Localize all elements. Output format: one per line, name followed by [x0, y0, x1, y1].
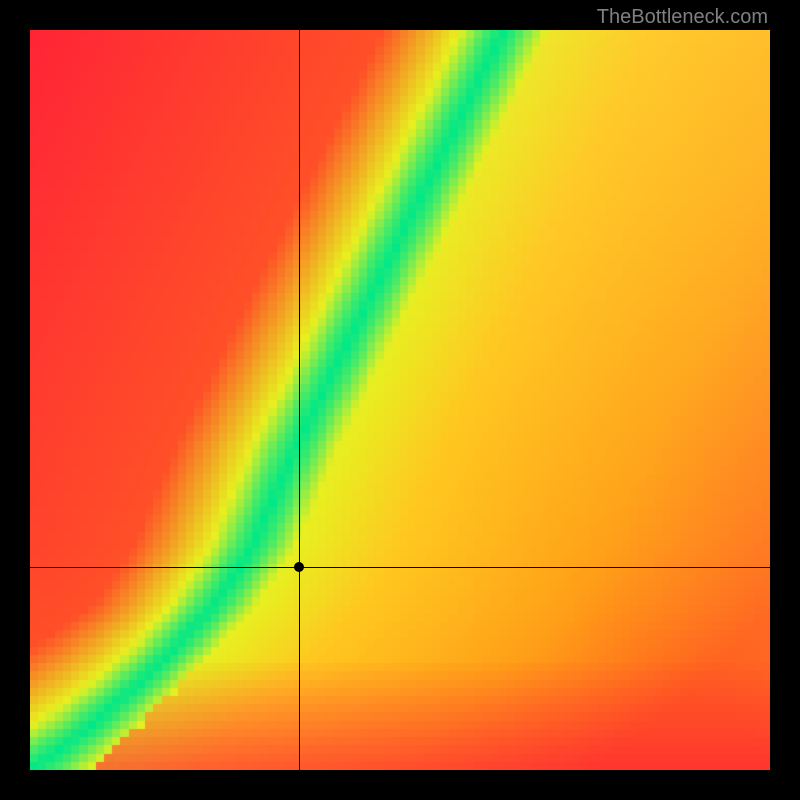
heatmap-canvas — [30, 30, 770, 770]
crosshair-marker — [294, 562, 304, 572]
crosshair-horizontal — [30, 567, 770, 568]
heatmap-plot — [30, 30, 770, 770]
crosshair-vertical — [299, 30, 300, 770]
watermark-text: TheBottleneck.com — [597, 6, 768, 29]
